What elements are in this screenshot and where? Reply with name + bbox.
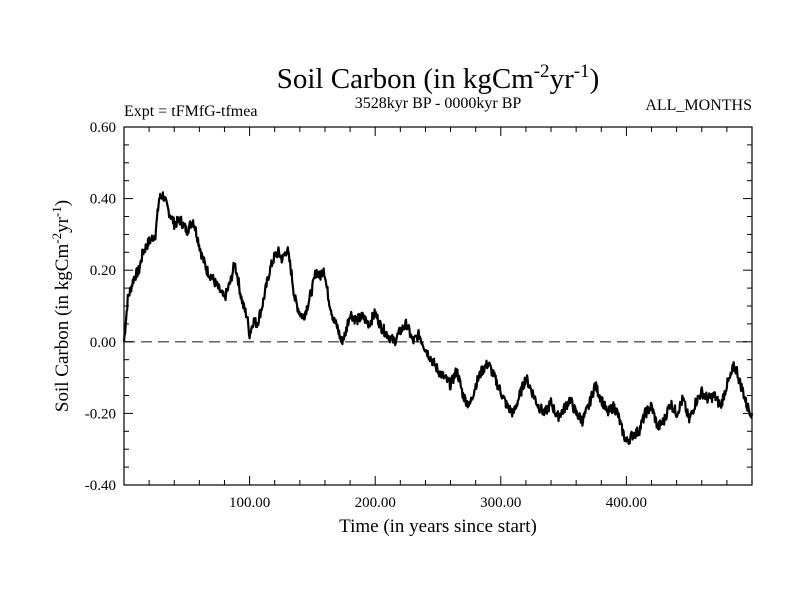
y-axis-ticks [124,144,752,468]
y-tick-label: 0.00 [90,335,116,351]
y-tick-label: 0.20 [90,263,116,279]
chart-title: Soil Carbon (in kgCm-2yr-1) [277,61,599,95]
plot-frame [123,126,753,486]
x-tick-label: 300.00 [480,495,521,511]
months-label: ALL_MONTHS [645,97,752,114]
x-tick-label: 200.00 [355,495,396,511]
x-axis-tick-labels: 100.00 200.00 300.00 400.00 [229,495,647,511]
y-tick-label: -0.20 [85,406,116,422]
x-axis-label: Time (in years since start) [339,516,537,537]
y-tick-label: 0.40 [90,192,116,208]
y-tick-label: 0.60 [90,120,116,136]
experiment-label: Expt = tFMfG-tfmea [124,103,257,120]
x-tick-label: 400.00 [606,495,647,511]
x-axis-ticks [148,127,728,485]
time-range-label: 3528kyr BP - 0000kyr BP [355,95,522,112]
y-axis-label: Soil Carbon (in kgCm-2yr-1) [49,200,73,412]
y-tick-label: -0.40 [85,478,116,494]
soil-carbon-series-line [122,191,754,445]
x-tick-label: 100.00 [229,495,270,511]
y-axis-tick-labels: -0.40 -0.20 0.00 0.20 0.40 0.60 [85,120,116,494]
